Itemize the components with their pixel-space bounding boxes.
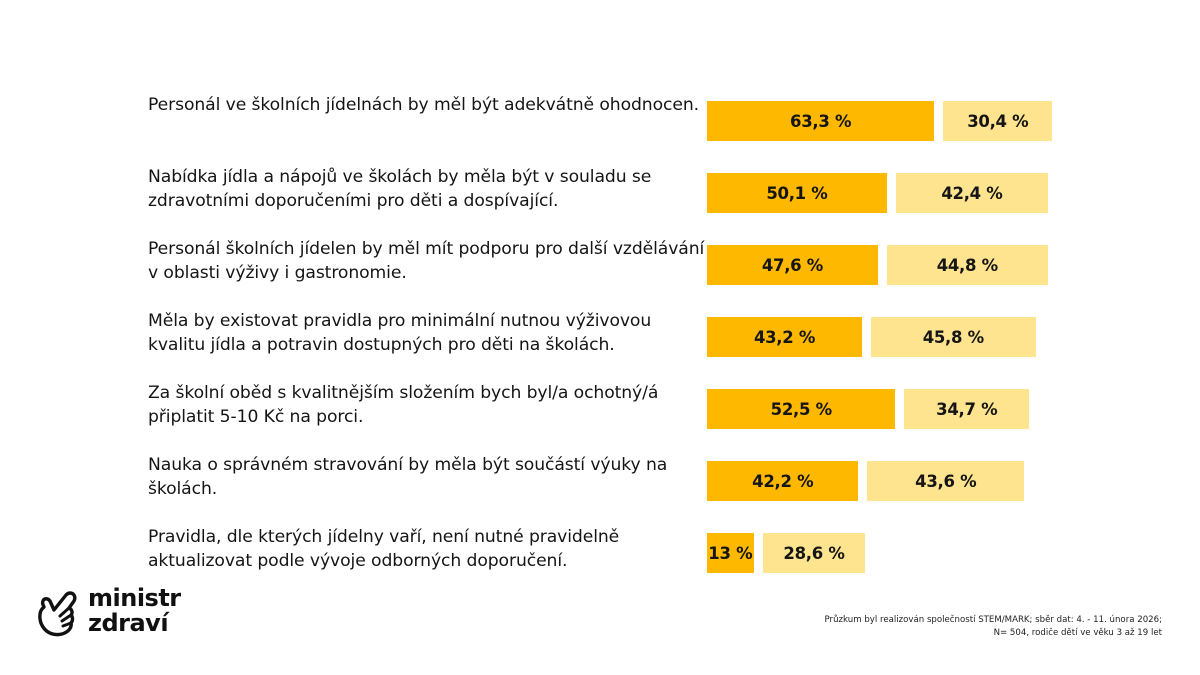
bar-primary: 52,5 % [707, 389, 896, 429]
bar-secondary: 34,7 % [904, 389, 1030, 429]
logo-line-1: ministr [88, 584, 181, 612]
data-label: 13 % [708, 543, 753, 563]
bar-secondary: 43,6 % [867, 461, 1024, 501]
bar-primary: 63,3 % [707, 101, 935, 141]
bar-secondary: 44,8 % [886, 245, 1048, 285]
logo-line-2: zdraví [88, 609, 169, 637]
bar-primary: 50,1 % [707, 173, 887, 213]
logo: ministr zdraví [36, 583, 181, 639]
data-label: 34,7 % [936, 399, 998, 419]
data-label: 43,6 % [915, 471, 977, 491]
bar-secondary: 42,4 % [895, 173, 1049, 213]
row-label: Personál školních jídelen by měl mít pod… [148, 239, 705, 283]
bar-secondary: 45,8 % [871, 317, 1036, 357]
data-label: 63,3 % [790, 111, 852, 131]
pointing-hand-icon [38, 591, 77, 637]
row-label: Personál ve školních jídelnách by měl bý… [148, 95, 699, 115]
row-label: Za školní oběd s kvalitnějším složením b… [148, 383, 659, 427]
bar-primary: 13 % [707, 533, 754, 573]
row-label: Nabídka jídla a nápojů ve školách by měl… [148, 167, 652, 211]
data-label: 42,4 % [941, 183, 1003, 203]
row-label: Měla by existovat pravidla pro minimální… [148, 311, 652, 355]
bar-primary: 47,6 % [707, 245, 878, 285]
data-label: 50,1 % [766, 183, 828, 203]
data-label: 45,8 % [922, 327, 984, 347]
data-label: 43,2 % [753, 327, 816, 347]
bar-primary: 42,2 % [707, 461, 859, 501]
data-label: 44,8 % [936, 255, 998, 275]
data-label: 28,6 % [783, 543, 845, 563]
row-label: Nauka o správném stravování by měla být … [148, 455, 668, 499]
data-label: 52,5 % [770, 399, 832, 419]
source-footnote: Průzkum byl realizován společností STEM/… [825, 614, 1162, 640]
row-label: Pravidla, dle kterých jídelny vaří, není… [148, 527, 620, 571]
data-label: 30,4 % [967, 111, 1029, 131]
bar-secondary: 28,6 % [762, 533, 866, 573]
footnote-line-2: N= 504, rodiče dětí ve věku 3 až 19 let [993, 628, 1162, 638]
data-label: 47,6 % [761, 255, 824, 275]
bar-secondary: 30,4 % [943, 101, 1053, 141]
data-label: 42,2 % [752, 471, 814, 491]
bar-primary: 43,2 % [707, 317, 863, 357]
footnote-line-1: Průzkum byl realizován společností STEM/… [824, 615, 1162, 625]
